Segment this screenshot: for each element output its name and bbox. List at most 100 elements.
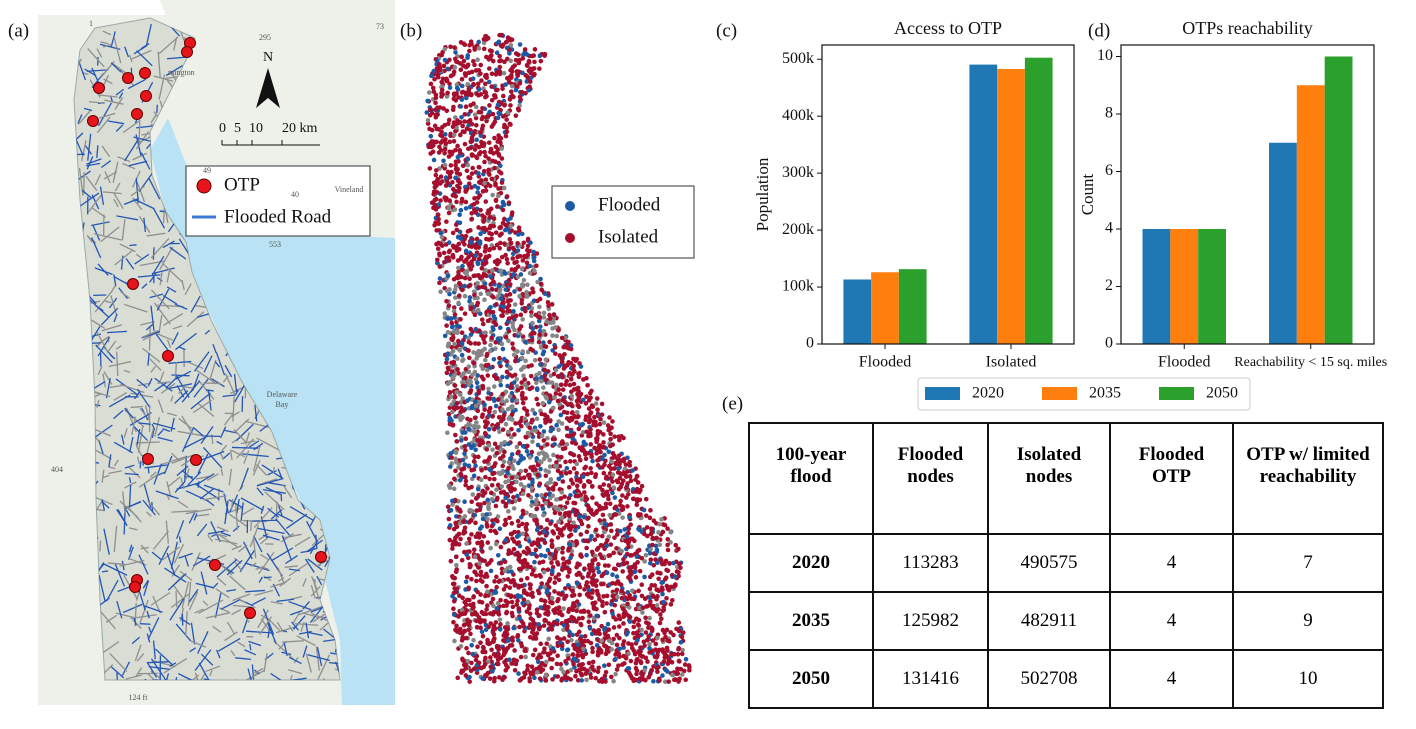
node-dot bbox=[459, 352, 465, 358]
road bbox=[128, 466, 141, 479]
road bbox=[159, 371, 165, 383]
road bbox=[134, 667, 143, 678]
node-dot bbox=[547, 339, 552, 345]
road-label: 553 bbox=[269, 240, 281, 249]
node-dot bbox=[597, 631, 602, 637]
road bbox=[108, 360, 132, 368]
node-dot bbox=[478, 207, 483, 213]
road bbox=[188, 512, 196, 524]
road bbox=[312, 578, 320, 600]
node-dot bbox=[466, 426, 471, 432]
otp-marker bbox=[181, 46, 193, 58]
node-dot bbox=[448, 558, 454, 564]
node-dot bbox=[492, 384, 497, 389]
node-dot bbox=[548, 477, 554, 482]
node-dot bbox=[497, 526, 503, 532]
node-dot bbox=[447, 81, 452, 87]
node-dot bbox=[514, 602, 520, 608]
node-dot bbox=[568, 376, 574, 382]
node-dot bbox=[459, 76, 465, 82]
road bbox=[307, 631, 323, 637]
node-dot bbox=[458, 67, 464, 73]
road bbox=[97, 102, 112, 127]
node-dot bbox=[538, 585, 543, 590]
node-dot bbox=[557, 511, 563, 516]
node-dot bbox=[551, 531, 557, 536]
node-dot bbox=[634, 486, 640, 492]
node-dot bbox=[444, 195, 449, 201]
node-dot bbox=[651, 562, 657, 568]
node-dot bbox=[471, 443, 476, 448]
road bbox=[130, 405, 143, 409]
road bbox=[144, 464, 168, 469]
node-dot bbox=[589, 549, 595, 555]
node-dot bbox=[537, 53, 543, 59]
node-dot bbox=[534, 380, 539, 386]
road bbox=[184, 674, 200, 680]
node-dot bbox=[497, 64, 503, 70]
road bbox=[157, 429, 164, 436]
node-dot bbox=[521, 475, 527, 480]
node-dot bbox=[499, 441, 504, 447]
node-dot bbox=[530, 652, 536, 658]
node-dot bbox=[524, 575, 530, 581]
node-dot bbox=[620, 493, 625, 498]
road bbox=[164, 567, 187, 583]
road bbox=[273, 640, 294, 660]
road bbox=[263, 575, 272, 582]
road bbox=[163, 455, 173, 475]
node-dot bbox=[489, 558, 494, 563]
node-dot bbox=[534, 416, 540, 422]
road bbox=[300, 621, 305, 632]
node-dot bbox=[474, 625, 480, 630]
node-dot bbox=[576, 667, 582, 673]
node-dot bbox=[500, 346, 506, 352]
node-dot bbox=[676, 647, 681, 652]
road bbox=[135, 445, 143, 457]
road bbox=[292, 611, 301, 624]
node-dot bbox=[430, 149, 436, 155]
node-dot bbox=[451, 486, 457, 492]
node-dot bbox=[487, 103, 492, 108]
road bbox=[269, 619, 281, 631]
node-dot bbox=[484, 72, 489, 78]
node-dot bbox=[593, 527, 599, 533]
road bbox=[134, 644, 142, 661]
node-dot bbox=[456, 269, 461, 275]
road bbox=[230, 650, 236, 657]
node-dot bbox=[477, 526, 483, 531]
road bbox=[193, 351, 210, 372]
node-dot bbox=[446, 205, 451, 211]
node-dot bbox=[560, 556, 566, 561]
node-dot bbox=[567, 629, 572, 635]
road bbox=[214, 592, 222, 618]
node-dot bbox=[498, 560, 504, 566]
node-dot bbox=[450, 179, 455, 185]
node-dot bbox=[527, 586, 533, 591]
node-dot bbox=[429, 139, 435, 144]
node-dot bbox=[513, 358, 518, 364]
node-dot bbox=[570, 607, 576, 613]
node-dot bbox=[459, 330, 465, 336]
road bbox=[136, 378, 148, 389]
node-dot bbox=[546, 303, 551, 309]
road bbox=[192, 426, 204, 437]
road bbox=[267, 507, 280, 518]
road bbox=[283, 677, 307, 680]
road bbox=[244, 649, 257, 656]
node-dot bbox=[573, 528, 578, 533]
node-dot bbox=[447, 85, 453, 90]
node-dot bbox=[660, 591, 665, 597]
node-dot bbox=[588, 427, 593, 432]
node-dot bbox=[521, 549, 527, 555]
road bbox=[152, 640, 156, 660]
node-dot bbox=[496, 414, 502, 420]
node-dot bbox=[509, 499, 515, 505]
node-dot bbox=[502, 356, 507, 362]
node-dot bbox=[648, 508, 653, 513]
road bbox=[108, 470, 122, 475]
road bbox=[113, 192, 124, 210]
node-dot bbox=[486, 66, 492, 71]
node-dot bbox=[467, 204, 473, 210]
node-dot bbox=[503, 82, 508, 87]
